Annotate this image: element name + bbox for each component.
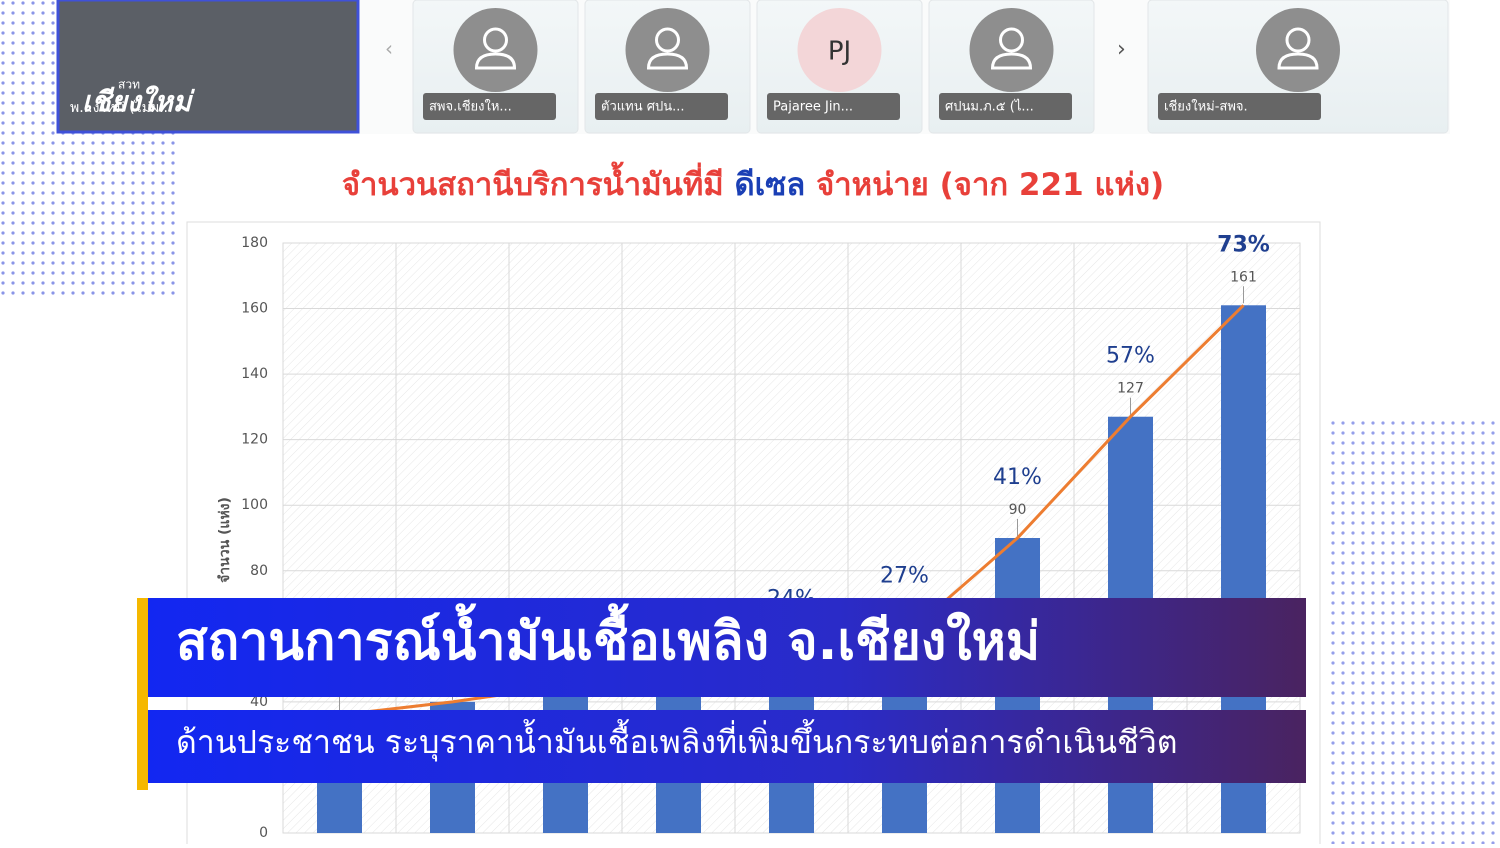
avatar-icon xyxy=(474,52,517,70)
title-part: จำหน่าย (จาก 221 แห่ง) xyxy=(805,167,1164,203)
logo: เชียงใหม่ xyxy=(82,85,195,118)
avatar-icon xyxy=(646,52,689,70)
y-axis-label: จำนวน (แห่ง) xyxy=(217,497,233,583)
name-badge xyxy=(423,93,556,120)
data-label: 90 xyxy=(1009,502,1027,518)
participant-name: ตัวแทน ศปน... xyxy=(601,100,685,115)
participant-name: สพจ.เชียงให... xyxy=(429,99,512,115)
dot-decoration xyxy=(1330,420,1500,844)
avatar-icon xyxy=(999,27,1024,53)
prev-arrow[interactable]: ‹ xyxy=(385,37,393,61)
logo-small: สวท xyxy=(118,78,140,92)
chart-title: จำนวนสถานีบริการน้ำมันที่มี ดีเซล จำหน่า… xyxy=(342,161,1164,203)
data-label: 127 xyxy=(1117,381,1144,397)
self-name: พ...งใหม่ (ไม่ผ... xyxy=(70,99,172,116)
y-tick-label: 40 xyxy=(250,694,268,710)
subline: ด้านประชาชน ระบุราคาน้ำมันเชื้อเพลิงที่เ… xyxy=(176,719,1178,762)
participant-name: Pajaree Jin... xyxy=(773,100,853,115)
avatar xyxy=(797,8,882,92)
avatar-icon xyxy=(483,27,508,53)
accent-stripe xyxy=(137,598,148,790)
self-video xyxy=(56,0,360,134)
avatar-icon xyxy=(1285,27,1311,53)
avatar-icon xyxy=(990,52,1033,70)
title-part: ดีเซล xyxy=(735,167,806,203)
headline-bar xyxy=(137,598,1306,697)
data-label: 161 xyxy=(1230,269,1257,285)
avatar-initials: PJ xyxy=(828,37,851,67)
percent-label: 27% xyxy=(880,563,929,588)
percent-label: 41% xyxy=(993,465,1042,490)
y-tick-label: 100 xyxy=(241,497,268,513)
y-tick-label: 0 xyxy=(259,825,268,841)
y-tick-label: 80 xyxy=(250,563,268,579)
name-badge xyxy=(1158,93,1321,120)
name-badge xyxy=(767,93,900,120)
next-arrow[interactable]: › xyxy=(1117,37,1126,62)
title-part: จำนวนสถานีบริการน้ำมันที่มี xyxy=(342,161,735,203)
name-badge xyxy=(595,93,728,120)
subline-bar xyxy=(137,710,1306,783)
y-tick-label: 160 xyxy=(241,301,268,317)
name-badge xyxy=(939,93,1072,120)
avatar-icon xyxy=(1277,52,1319,70)
avatar-icon xyxy=(655,27,680,53)
percent-label: 57% xyxy=(1106,344,1155,369)
y-tick-label: 140 xyxy=(241,366,268,382)
headline: สถานการณ์น้ำมันเชื้อเพลิง จ.เชียงใหม่ xyxy=(176,603,1040,672)
y-tick-label: 180 xyxy=(241,235,268,251)
participant-name: เชียงใหม่-สพจ. xyxy=(1164,99,1248,115)
y-tick-label: 120 xyxy=(241,432,268,448)
percent-label: 73% xyxy=(1217,232,1270,257)
participant-name: ศปนม.ภ.๕ (ไ... xyxy=(945,99,1034,115)
